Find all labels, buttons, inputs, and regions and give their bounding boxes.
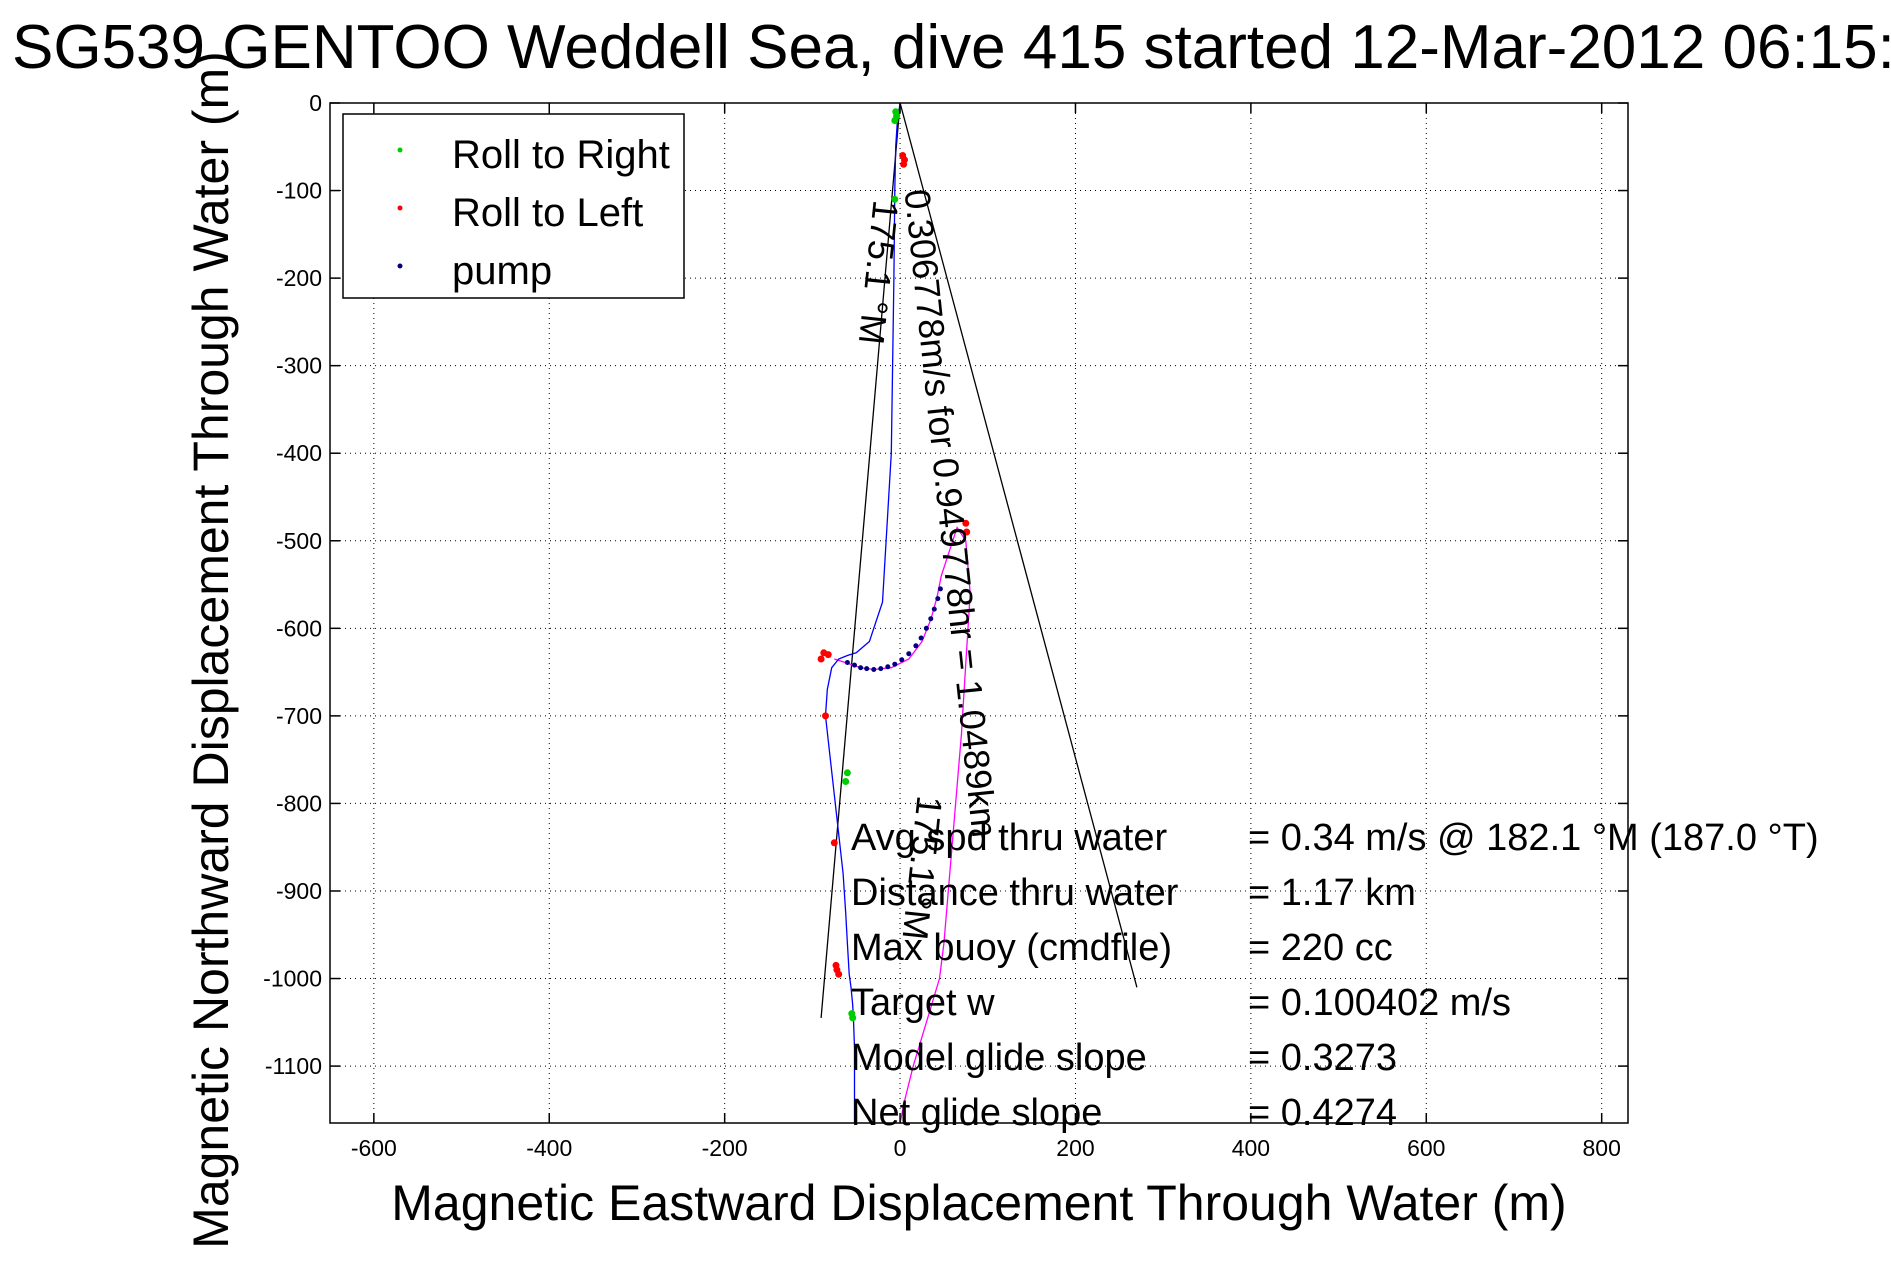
roll-right-point (891, 195, 899, 203)
dive-stats: Avg spd thru water = 0.34 m/s @ 182.1 °M … (851, 817, 1819, 1134)
legend-label-pump: pump (452, 249, 552, 293)
segment-annotation-1: 0.306778m/s for 0.949778hr = 1.0489km (897, 187, 1006, 839)
heading-line-2 (899, 102, 1138, 988)
ticks: -600 -400 -200 0 200 400 600 800 0 -100 -200 -300 -4… (263, 90, 1628, 1161)
pump-point (878, 666, 884, 672)
y-tick-label: -200 (276, 265, 322, 291)
pump-point (906, 651, 912, 657)
stat-label: Target w (851, 982, 995, 1024)
roll-left-point (900, 160, 908, 168)
y-tick-label: -900 (276, 878, 322, 904)
x-tick-label: 200 (1056, 1135, 1094, 1161)
pump-point (871, 667, 877, 672)
x-tick-label: -600 (351, 1135, 397, 1161)
pump-point (928, 616, 934, 622)
x-tick-label: -400 (526, 1135, 572, 1161)
roll-right-point (849, 1014, 857, 1022)
legend-marker-roll-right (397, 147, 403, 153)
x-tick-label: 400 (1232, 1135, 1270, 1161)
chart-title: SG539 GENTOO Weddell Sea, dive 415 start… (12, 13, 1891, 82)
roll-left-point (822, 712, 829, 720)
x-axis-label: Magnetic Eastward Displacement Through W… (391, 1175, 1566, 1231)
pump-point (918, 635, 924, 641)
axes-box (329, 102, 1629, 1124)
pump-point (923, 625, 929, 631)
stat-value: = 220 cc (1248, 927, 1393, 969)
pump-point (931, 606, 937, 612)
y-tick-label: -400 (276, 440, 322, 466)
roll-left-point (817, 655, 825, 663)
x-tick-label: -200 (702, 1135, 748, 1161)
x-tick-label: 0 (894, 1135, 907, 1161)
roll-left-point (963, 528, 971, 536)
y-tick-label: -800 (276, 790, 322, 816)
roll-right-point (843, 769, 851, 777)
stat-value: = 0.3273 (1248, 1037, 1397, 1079)
roll-right-point (842, 778, 850, 785)
y-tick-label: -600 (276, 615, 322, 641)
pump-point (858, 665, 864, 671)
segment-annotation-2: 175.1 °M (851, 198, 907, 346)
stat-label: Distance thru water (851, 872, 1179, 914)
stat-value: = 0.4274 (1248, 1092, 1397, 1134)
x-tick-label: 600 (1407, 1135, 1445, 1161)
y-tick-label: -700 (276, 703, 322, 729)
pump-point (885, 664, 891, 670)
legend: Roll to Right Roll to Left pump (342, 113, 685, 299)
x-tick-label: 800 (1583, 1135, 1621, 1161)
y-tick-label: -1100 (265, 1053, 322, 1079)
legend-marker-pump (397, 263, 403, 269)
legend-label-roll-right: Roll to Right (452, 133, 670, 177)
pump-point (892, 661, 898, 667)
y-tick-label: 0 (309, 90, 322, 116)
y-tick-label: -100 (276, 178, 322, 204)
legend-marker-roll-left (397, 205, 403, 211)
y-tick-label: -500 (276, 528, 322, 554)
pump-point (844, 660, 850, 665)
stat-label: Max buoy (cmdfile) (851, 927, 1172, 969)
y-axis-label: Magnetic Northward Displacement Through … (183, 51, 239, 1249)
plot-points (817, 108, 971, 1022)
stat-label: Net glide slope (851, 1092, 1102, 1134)
stat-value: = 0.100402 m/s (1248, 982, 1511, 1024)
pump-point (899, 657, 905, 663)
roll-left-point (962, 519, 970, 527)
heading-line-1 (820, 102, 901, 1018)
climb-track-line (834, 526, 971, 1124)
pump-point (864, 666, 870, 672)
y-tick-label: -300 (276, 353, 322, 379)
stat-value: = 0.34 m/s @ 182.1 °M (187.0 °T) (1248, 817, 1819, 859)
legend-label-roll-left: Roll to Left (452, 191, 643, 235)
y-tick-label: -1000 (263, 966, 322, 992)
roll-left-point (824, 651, 832, 659)
roll-right-point (891, 117, 899, 124)
stat-label: Avg spd thru water (851, 817, 1167, 859)
pump-point (852, 662, 857, 668)
roll-left-point (835, 970, 843, 978)
stat-label: Model glide slope (851, 1037, 1147, 1079)
stat-value: = 1.17 km (1248, 872, 1416, 914)
roll-left-point (830, 839, 838, 847)
pump-point (935, 596, 941, 602)
pump-point (913, 643, 919, 649)
pump-point (937, 586, 943, 592)
